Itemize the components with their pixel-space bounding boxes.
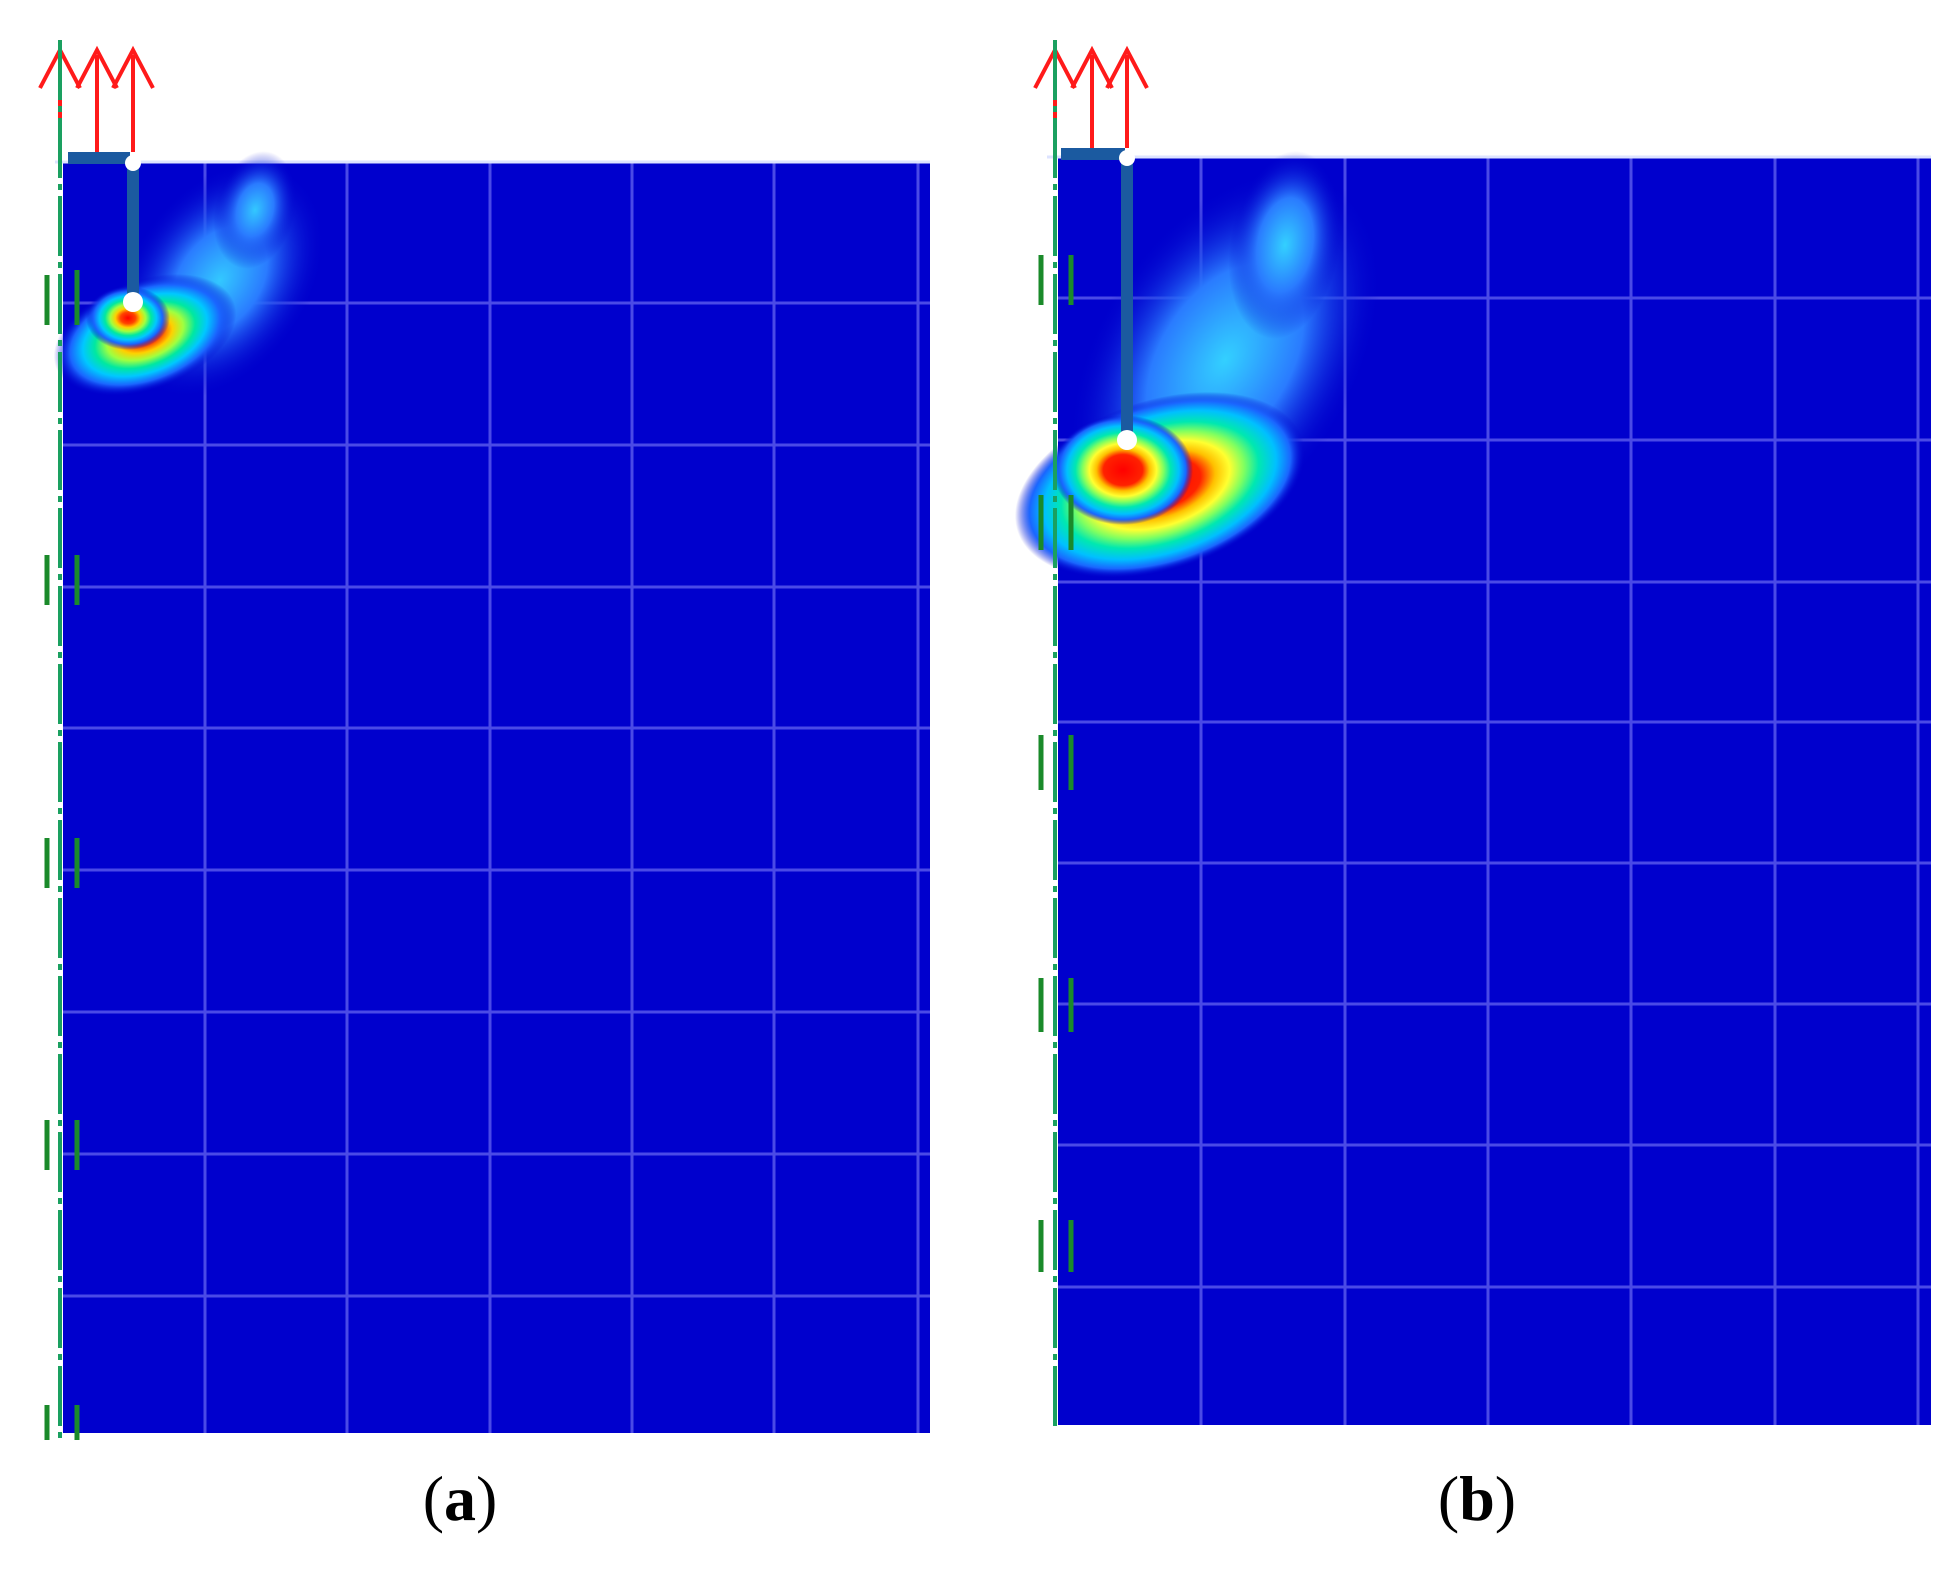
upward-arrow-icon <box>38 45 155 152</box>
upward-arrow-icon <box>1033 45 1149 148</box>
caption-a: (a) <box>422 1463 498 1534</box>
mesh-grid <box>63 163 930 1433</box>
rod-top-node <box>125 155 141 171</box>
caption-b: (b) <box>1437 1463 1517 1534</box>
displacement-contour-a <box>53 151 325 399</box>
panel-b <box>985 0 1941 1582</box>
rod-top-node <box>1119 150 1135 166</box>
caption-a-letter: a <box>444 1463 476 1534</box>
roller-support-icon <box>1038 255 1074 1272</box>
contour-plot-b <box>1014 40 1931 1430</box>
caption-b-letter: b <box>1459 1463 1495 1534</box>
anchor-plate-icon <box>1061 148 1125 160</box>
rod-bottom-node <box>123 292 143 312</box>
anchor-plate-icon <box>68 152 130 164</box>
mesh-grid <box>1058 158 1931 1425</box>
contour-plot-a <box>38 40 930 1440</box>
rod-bottom-node <box>1117 430 1137 450</box>
panel-a <box>0 0 960 1582</box>
displacement-contour-b <box>1014 150 1382 579</box>
roller-support-icon <box>44 270 80 1440</box>
